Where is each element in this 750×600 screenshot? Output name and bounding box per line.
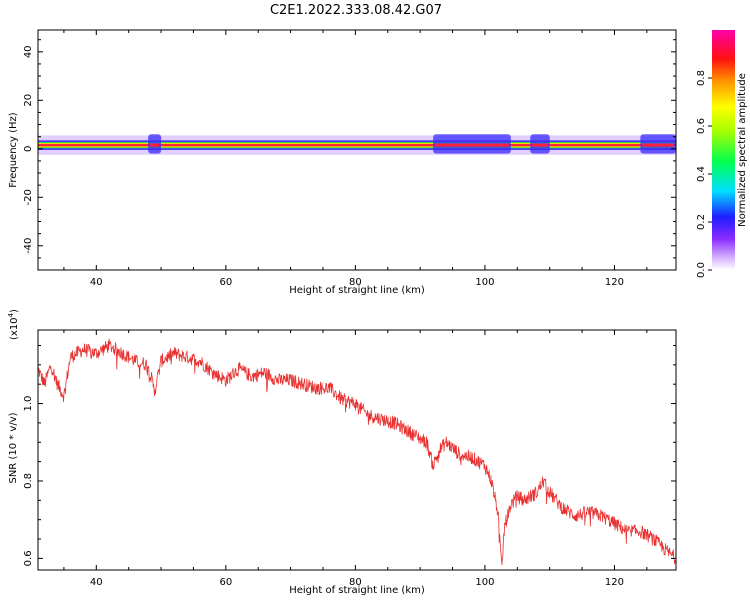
snr-y-multiplier: (x104): [7, 309, 20, 340]
y-tick-label: 20: [23, 94, 34, 107]
snr-plot-area: [38, 330, 676, 570]
snr-ticks: 40 60 80 100 120 0.6 0.8 1.0: [23, 330, 676, 588]
x-tick-label: 100: [475, 577, 494, 588]
snr-xlabel: Height of straight line (km): [289, 585, 425, 596]
disturbance-core: [435, 143, 509, 147]
snr-y-multiplier-base: (x10: [9, 317, 20, 340]
disturbance-core: [150, 143, 160, 147]
x-tick-label: 40: [90, 577, 103, 588]
snr-ylabel: SNR (10 * v/v): [8, 412, 19, 483]
snr-y-multiplier-exp: 4: [7, 312, 15, 317]
colorbar-label: Normalized spectral amplitude: [737, 73, 748, 227]
figure-title: C2E1.2022.333.08.42.G07: [270, 3, 442, 18]
y-tick-label: -20: [23, 189, 34, 205]
snr-frame: [37, 329, 677, 571]
x-tick-label: 40: [90, 277, 103, 288]
disturbance-core: [532, 143, 548, 147]
y-tick-label: -40: [23, 238, 34, 254]
x-tick-label: 60: [219, 277, 232, 288]
spectrogram-xlabel: Height of straight line (km): [289, 285, 425, 296]
colorbar: 0.0 0.2 0.4 0.6 0.8 Normalized spectral ampl…: [696, 30, 748, 278]
y-tick-label: 0: [23, 146, 34, 152]
snr-panel: 40 60 80 100 120 0.6 0.8 1.0 Height of straight…: [7, 309, 677, 596]
y-tick-label: 40: [23, 45, 34, 58]
y-tick-label: 0.6: [23, 550, 34, 566]
colorbar-tick-label: 0.4: [696, 166, 707, 182]
snr-y-multiplier-close: ): [9, 309, 20, 313]
spectrogram-panel: 40 60 80 100 120 -40 -20 0 20 40 Height of straig…: [8, 29, 677, 296]
colorbar-gradient: [712, 30, 735, 270]
spectrogram-frame: [37, 29, 677, 271]
signal-core: [38, 144, 676, 147]
x-tick-label: 80: [349, 277, 362, 288]
snr-series-line: [38, 338, 676, 566]
x-tick-label: 100: [475, 277, 494, 288]
colorbar-tick-label: 0.0: [696, 262, 707, 278]
colorbar-tick-label: 0.6: [696, 118, 707, 134]
x-tick-label: 120: [605, 577, 624, 588]
x-tick-label: 120: [605, 277, 624, 288]
spectrogram-ylabel: Frequency (Hz): [8, 112, 19, 188]
x-tick-label: 60: [219, 577, 232, 588]
colorbar-tick-label: 0.2: [696, 214, 707, 230]
disturbance-core: [642, 143, 674, 147]
spectrogram-ticks: 40 60 80 100 120 -40 -20 0 20 40: [23, 30, 676, 288]
colorbar-tick-label: 0.8: [696, 70, 707, 86]
spectrogram-heatmap: [38, 134, 676, 155]
y-tick-label: 0.8: [23, 473, 34, 489]
x-tick-label: 80: [349, 577, 362, 588]
y-tick-label: 1.0: [23, 396, 34, 412]
colorbar-ticks: 0.0 0.2 0.4 0.6 0.8: [696, 70, 712, 278]
